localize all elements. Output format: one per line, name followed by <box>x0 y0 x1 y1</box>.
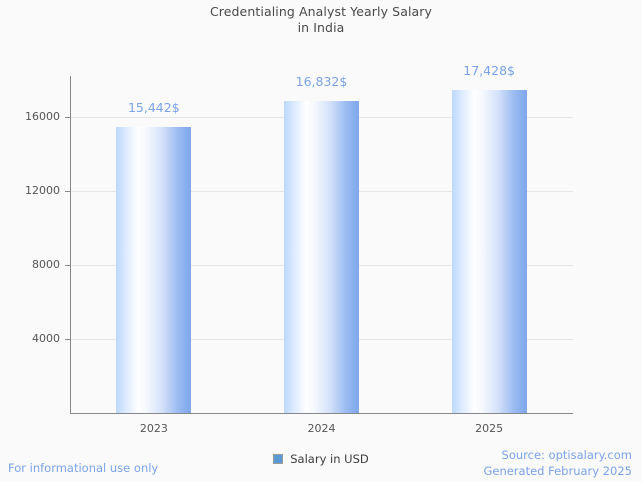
y-axis-tick-label: 12000 <box>25 183 60 197</box>
bar-value-label: 16,832$ <box>295 74 348 90</box>
bar-value-label: 15,442$ <box>127 100 180 116</box>
chart-title-line-2: in India <box>297 20 345 35</box>
y-axis-tick-mark <box>65 190 70 192</box>
y-axis-tick-label: 8000 <box>32 257 60 271</box>
x-axis-spine <box>70 413 573 414</box>
y-axis-tick-mark <box>65 264 70 266</box>
y-axis-tick-mark <box>65 116 70 118</box>
x-axis-tick-label: 2023 <box>139 422 168 435</box>
y-axis-tick-mark <box>65 338 70 340</box>
y-axis-spine <box>70 76 71 414</box>
plot-area: 4000 8000 12000 16000 2023 2024 2025 <box>25 76 573 435</box>
footer-source-block: Source: optisalary.com Generated Februar… <box>483 447 632 479</box>
chart-legend: Salary in USD <box>0 452 642 466</box>
footer-source: Source: optisalary.com <box>501 448 632 462</box>
footer-generated-date: Generated February 2025 <box>483 464 632 478</box>
chart-title-line-1: Credentialing Analyst Yearly Salary <box>209 4 433 19</box>
y-axis-tick-label: 4000 <box>32 331 60 345</box>
footer-disclaimer: For informational use only <box>8 461 159 475</box>
y-axis-tick-label: 16000 <box>25 109 60 123</box>
chart-title: Credentialing Analyst Yearly Salary in I… <box>0 4 642 36</box>
x-axis-tick-label: 2024 <box>307 422 336 435</box>
legend-item-label: Salary in USD <box>290 452 369 466</box>
bar-2024[interactable] <box>284 101 359 413</box>
bar-2025[interactable] <box>451 90 527 413</box>
legend-swatch-icon <box>273 454 284 464</box>
bar-2023[interactable] <box>116 127 192 413</box>
x-axis-tick-label: 2025 <box>475 422 504 435</box>
bar-value-label: 17,428$ <box>463 63 515 79</box>
